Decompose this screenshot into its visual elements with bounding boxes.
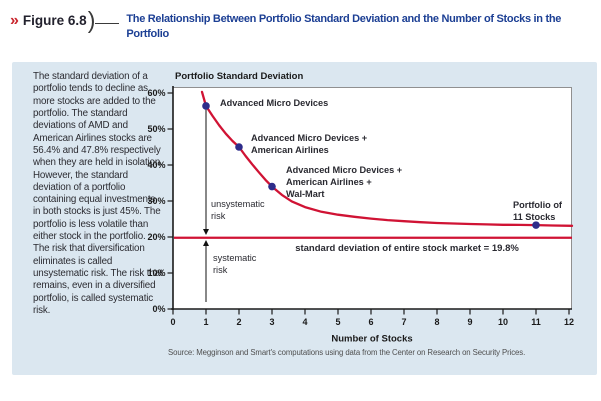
risk-annotation: unsystematic [211, 199, 265, 209]
diversification-chart: Portfolio Standard Deviation 0% 10% 20% 30% 4… [147, 71, 574, 345]
y-tick-label: 30% [147, 196, 165, 206]
caption-text: The standard deviation of a portfolio te… [33, 71, 163, 316]
arrow-up-icon [203, 240, 209, 246]
data-point-label: 11 Stocks [513, 212, 555, 222]
plot-area [173, 87, 572, 309]
double-chevron-icon: » [10, 12, 19, 29]
arrow-down-icon [203, 229, 209, 235]
x-tick-label: 8 [434, 317, 439, 327]
y-tick-label: 10% [147, 268, 165, 278]
source-note: Source: Megginson and Smart's computatio… [168, 348, 526, 357]
data-point-label: American Airlines + [286, 177, 372, 187]
y-tick-label: 0% [152, 304, 165, 314]
x-tick-label: 5 [335, 317, 340, 327]
x-tick-label: 0 [170, 317, 175, 327]
data-point [268, 182, 276, 191]
market-line-label: standard deviation of entire stock marke… [295, 243, 519, 254]
data-point [235, 143, 243, 151]
risk-annotation: systematic [213, 253, 257, 263]
x-tick-label: 12 [564, 317, 574, 327]
figure-header: » Figure 6.8 ) The Relationship Between … [10, 8, 598, 41]
x-tick-label: 3 [269, 317, 274, 327]
x-tick-label: 2 [236, 317, 241, 327]
data-point-label: Advanced Micro Devices + [286, 165, 402, 175]
y-tick-label: 60% [147, 88, 165, 98]
data-point-label: Portfolio of [513, 200, 563, 210]
data-point-label: Wal-Mart [286, 189, 324, 199]
data-point [202, 102, 210, 110]
figure-number-label: Figure 6.8 [22, 13, 87, 28]
y-tick-label: 40% [147, 160, 165, 170]
x-tick-label: 10 [498, 317, 508, 327]
x-tick-label: 4 [302, 317, 307, 327]
dash-connector [95, 23, 120, 24]
paren-connector-icon: ) [87, 7, 96, 33]
risk-annotation: risk [213, 265, 228, 275]
data-point-label: Advanced Micro Devices + [251, 133, 367, 143]
data-point-label: American Airlines [251, 145, 329, 155]
x-tick-label: 1 [203, 317, 208, 327]
data-point-label: Advanced Micro Devices [220, 98, 328, 108]
y-tick-label: 50% [147, 124, 165, 134]
data-point [532, 221, 540, 229]
figure-panel: The standard deviation of a portfolio te… [12, 62, 597, 375]
risk-annotation: risk [211, 211, 226, 221]
x-tick-label: 11 [531, 317, 541, 327]
figure-title: The Relationship Between Portfolio Stand… [126, 13, 562, 40]
risk-curve [200, 90, 574, 227]
x-tick-label: 6 [368, 317, 373, 327]
y-tick-label: 20% [147, 232, 165, 242]
x-tick-label: 7 [401, 317, 406, 327]
chart-title: Portfolio Standard Deviation [175, 71, 303, 82]
x-tick-label: 9 [467, 317, 472, 327]
x-axis-label: Number of Stocks [331, 334, 412, 345]
